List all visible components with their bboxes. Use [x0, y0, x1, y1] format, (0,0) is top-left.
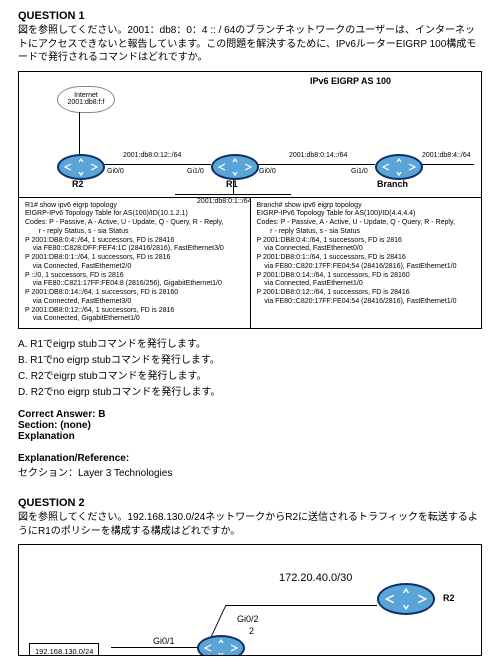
net4-label: 2001:db8:4::/64 [422, 152, 471, 159]
net14-label: 2001:db8:0:14::/64 [289, 152, 347, 159]
gi02-label-bot: 2 [249, 627, 254, 636]
net1-bar [175, 194, 291, 195]
r2-gi00: Gi0/0 [107, 168, 124, 175]
answer-section: Section: (none) [18, 420, 482, 431]
net-17220-label: 172.20.40.0/30 [279, 573, 352, 584]
router-r2-label: R2 [72, 179, 84, 189]
q2-prompt: 図を参照してください。192.168.130.0/24ネットワークからR2に送信… [18, 511, 482, 538]
cli-branch-text: Branch# show ipv6 eigrp topology EIGRP-I… [257, 202, 476, 307]
r1-gi00: Gi0/0 [259, 168, 276, 175]
q1-title: QUESTION 1 [18, 10, 482, 22]
choice-c[interactable]: C. R2でeigrp stubコマンドを発行します。 [18, 369, 482, 385]
cli-r1-text: R1# show ipv6 eigrp topology EIGRP-IPv6 … [25, 202, 244, 325]
choice-b[interactable]: B. R1でno eigrp stubコマンドを発行します。 [18, 353, 482, 369]
net12-label: 2001:db8:0:12::/64 [123, 152, 181, 159]
explanation-heading: Explanation [18, 431, 482, 442]
gi02-label-top: Gi0/2 [237, 615, 259, 624]
explanation-body: セクション：Layer 3 Technologies [18, 464, 482, 479]
router-r1-label: R1 [226, 179, 238, 189]
router-branch-label: Branch [377, 179, 408, 189]
internet-cloud: Internet 2001:db8:f:f [57, 86, 115, 113]
choice-d[interactable]: D. R2でno eigrp stubコマンドを発行します。 [18, 385, 482, 401]
topology-title: IPv6 EIGRP AS 100 [310, 76, 391, 86]
correct-answer: Correct Answer: B [18, 409, 482, 420]
branch-gi10: Gi1/0 [351, 168, 368, 175]
router-r2-q2-label: R2 [443, 593, 455, 603]
router-r1-q2-icon [197, 635, 245, 656]
cli-r1: R1# show ipv6 eigrp topology EIGRP-IPv6 … [19, 198, 250, 329]
q1-diagram: IPv6 EIGRP AS 100 Internet 2001:db8:f:f … [18, 71, 482, 330]
cloud-l2: 2001:db8:f:f [62, 99, 110, 107]
choice-a[interactable]: A. R1でeigrp stubコマンドを発行します。 [18, 337, 482, 353]
q1-choices: A. R1でeigrp stubコマンドを発行します。 B. R1でno eig… [18, 337, 482, 401]
gi01-label: Gi0/1 [153, 637, 175, 646]
link-r1-r2 [235, 605, 377, 606]
cloud-l1: Internet [62, 92, 110, 100]
link-cloud-r2 [79, 112, 80, 154]
router-r1-icon [211, 154, 259, 180]
cli-output-row: R1# show ipv6 eigrp topology EIGRP-IPv6 … [19, 197, 481, 329]
q2-diagram: 192.168.130.0/24 R2 Gi0/1 Gi0/2 2 172.20… [18, 544, 482, 656]
q1-answer-block: Correct Answer: B Section: (none) Explan… [18, 409, 482, 479]
q1-topology: IPv6 EIGRP AS 100 Internet 2001:db8:f:f … [19, 72, 481, 197]
q1-prompt: 図を参照してください。2001：db8：0：4 :: / 64のブランチネットワ… [18, 24, 482, 65]
lan-box: 192.168.130.0/24 [29, 643, 99, 656]
net1-label: 2001:db8:0:1::/64 [197, 198, 252, 205]
router-r2-icon [57, 154, 105, 180]
link-lan-r1 [111, 647, 199, 648]
router-branch-icon [375, 154, 423, 180]
link-branch-lan [419, 164, 474, 165]
cli-branch: Branch# show ipv6 eigrp topology EIGRP-I… [250, 198, 482, 329]
q2-title: QUESTION 2 [18, 497, 482, 509]
explanation-ref: Explanation/Reference: [18, 453, 482, 464]
link-r1-branch [255, 164, 375, 165]
r1-gi10: Gi1/0 [187, 168, 204, 175]
router-r2-q2-icon [377, 583, 435, 615]
link-r2-r1 [103, 164, 211, 165]
